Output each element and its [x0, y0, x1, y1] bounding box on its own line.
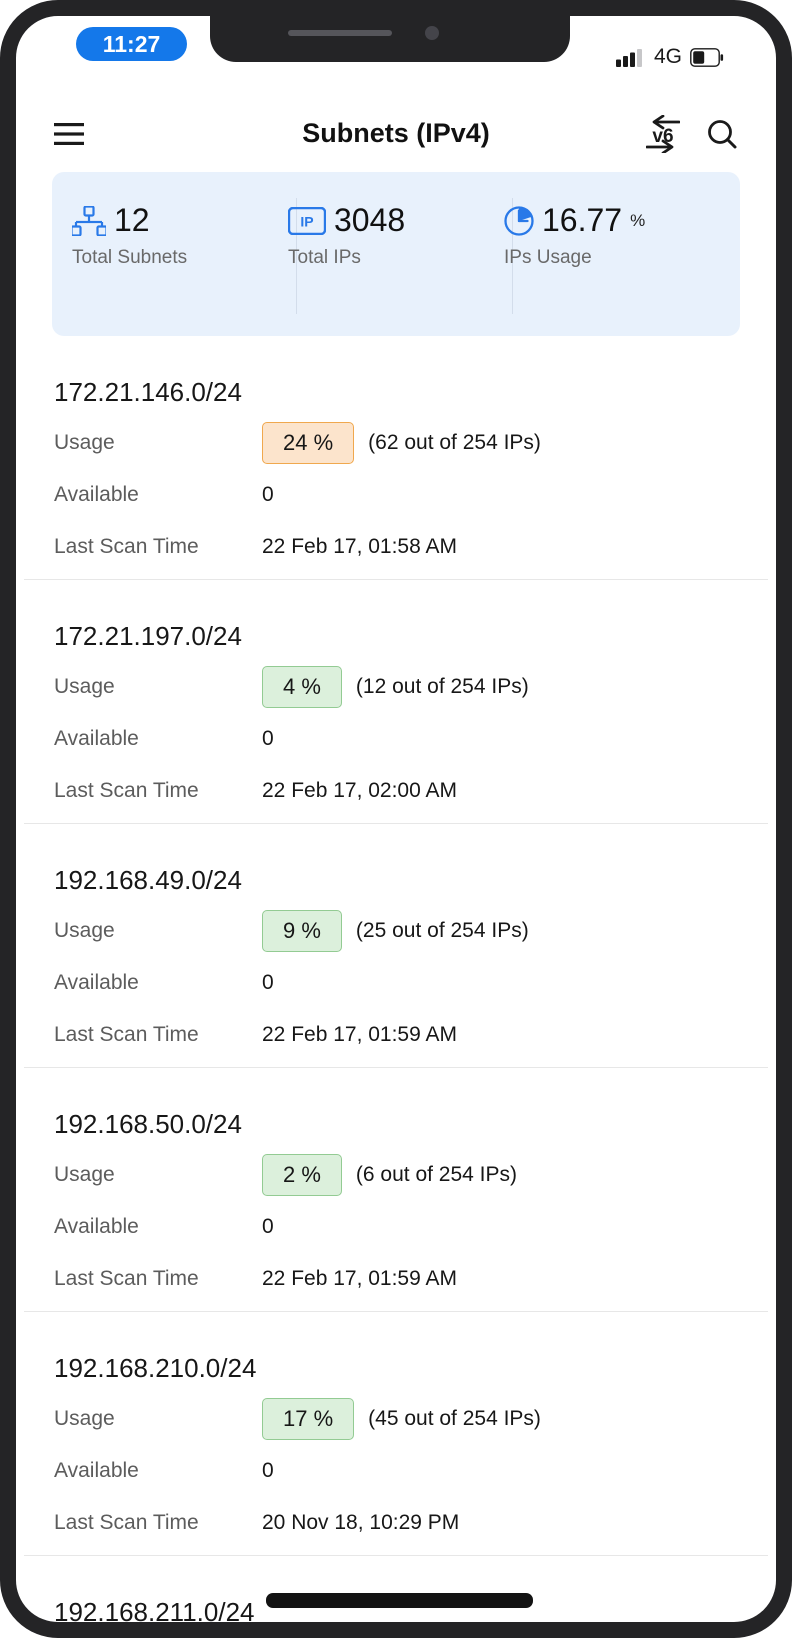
svg-text:IP: IP — [300, 213, 313, 229]
svg-text:v6: v6 — [652, 126, 673, 147]
